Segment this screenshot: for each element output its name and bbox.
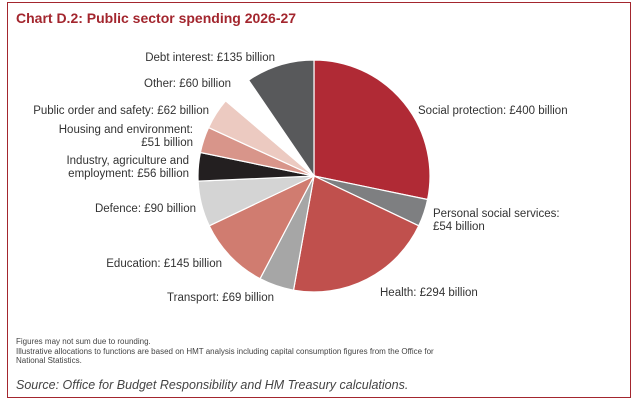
label-line: Other: £60 billion — [144, 78, 231, 90]
label-health: Health: £294 billion — [380, 287, 478, 299]
label-line: £51 billion — [141, 137, 193, 149]
slice-health — [292, 175, 420, 293]
label-debt-interest: Debt interest: £135 billion — [145, 52, 275, 64]
label-transport: Transport: £69 billion — [167, 292, 274, 304]
label-housing-and-environment: Housing and environment: £51 billion — [59, 124, 193, 149]
label-line: Housing and environment: — [59, 124, 193, 136]
footnotes: Figures may not sum due to rounding. Ill… — [16, 337, 576, 366]
label-personal-social-services: Personal social services: £54 billion — [433, 208, 560, 233]
label-line: Social protection: £400 billion — [418, 105, 568, 117]
footnote-allocations-cont: National Statistics. — [16, 356, 82, 365]
label-social-protection: Social protection: £400 billion — [418, 105, 568, 117]
label-industry-agriculture-and-employment: Industry, agriculture and employment: £56… — [66, 155, 189, 180]
label-line: £54 billion — [433, 221, 485, 233]
source-note: Source: Office for Budget Responsibility… — [16, 378, 409, 392]
label-line: Health: £294 billion — [380, 287, 478, 299]
label-line: Debt interest: £135 billion — [145, 52, 275, 64]
footnote-rounding: Figures may not sum due to rounding. — [16, 337, 151, 346]
label-defence: Defence: £90 billion — [95, 203, 196, 215]
label-other: Other: £60 billion — [144, 78, 231, 90]
label-line: Defence: £90 billion — [95, 203, 196, 215]
pie-slices — [197, 59, 431, 293]
label-line: Education: £145 billion — [106, 258, 222, 270]
label-education: Education: £145 billion — [106, 258, 222, 270]
slice-labels: Social protection: £400 billion Personal … — [33, 52, 567, 304]
chart-title: Chart D.2: Public sector spending 2026-2… — [16, 10, 297, 26]
slice-debt-interest — [247, 59, 315, 178]
chart-frame — [7, 2, 631, 398]
slice-social-protection — [313, 59, 431, 201]
label-line: Transport: £69 billion — [167, 292, 274, 304]
label-line: Public order and safety: £62 billion — [33, 105, 209, 117]
label-line: employment: £56 billion — [68, 168, 189, 180]
label-line: Industry, agriculture and — [66, 155, 189, 167]
pie-chart: Social protection: £400 billion Personal … — [33, 52, 567, 304]
label-line: Personal social services: — [433, 208, 560, 220]
footnote-allocations: Illustrative allocations to functions ar… — [16, 346, 434, 356]
slice-education — [208, 174, 316, 280]
label-public-order-and-safety: Public order and safety: £62 billion — [33, 105, 209, 117]
